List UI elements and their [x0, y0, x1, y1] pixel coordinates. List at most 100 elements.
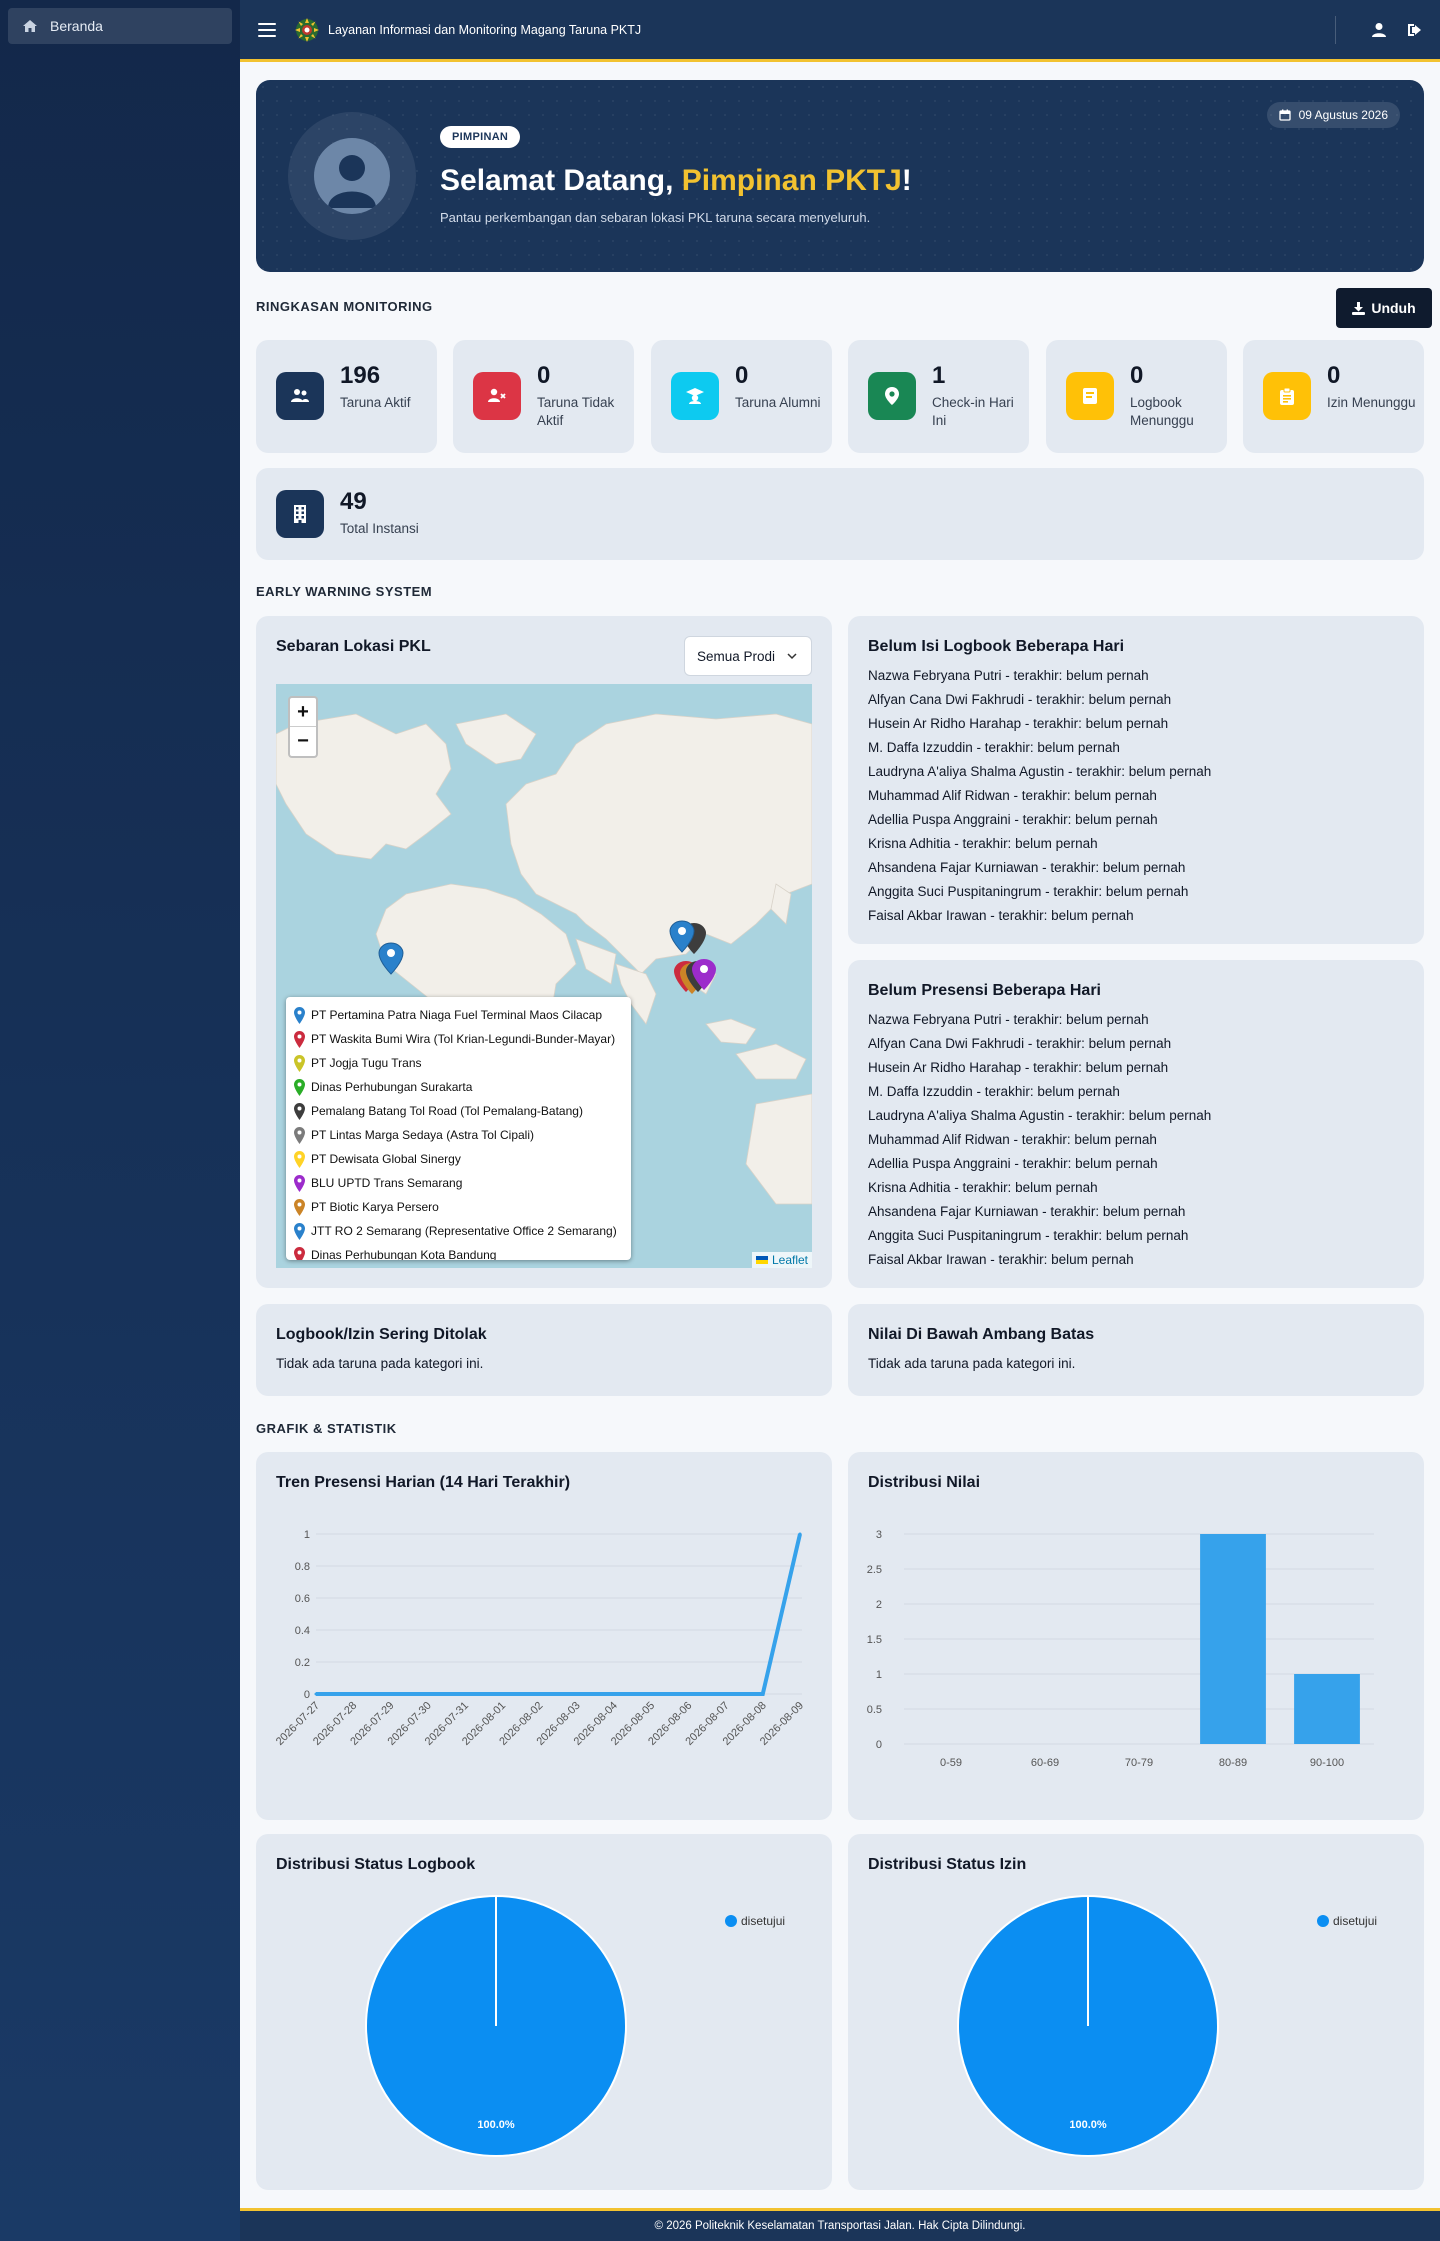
- footer: © 2026 Politeknik Keselamatan Transporta…: [240, 2208, 1440, 2241]
- stat-label: Taruna Aktif: [340, 395, 411, 410]
- list-item: Alfyan Cana Dwi Fakhrudi - terakhir: bel…: [868, 1036, 1172, 1051]
- map-marker[interactable]: [669, 920, 695, 953]
- map-marker-icon: [294, 1246, 305, 1260]
- topbar: Layanan Informasi dan Monitoring Magang …: [240, 0, 1440, 62]
- stat-value: 196: [340, 362, 381, 389]
- map-legend-item: Pemalang Batang Tol Road (Tol Pemalang-B…: [294, 1099, 623, 1123]
- list-item: Krisna Adhitia - terakhir: belum pernah: [868, 836, 1098, 851]
- menu-toggle-icon[interactable]: [258, 22, 276, 37]
- graduation-icon: [671, 372, 719, 420]
- x-tick-label: 60-69: [1031, 1757, 1059, 1769]
- bar: [1294, 1674, 1360, 1744]
- data-point: [537, 1692, 541, 1696]
- empty-message: Tidak ada taruna pada kategori ini.: [276, 1356, 484, 1371]
- data-point: [798, 1532, 802, 1536]
- section-title-monitoring: RINGKASAN MONITORING: [256, 299, 433, 314]
- chart-panel-izin: Distribusi Status Izin 100.0% disetujui: [848, 1834, 1424, 2190]
- map-legend-item: PT Dewisata Global Sinergy: [294, 1147, 623, 1171]
- bar: [1200, 1534, 1266, 1744]
- map-attribution[interactable]: Leaflet: [751, 1252, 812, 1268]
- map-legend-label: PT Dewisata Global Sinergy: [311, 1152, 461, 1166]
- map-marker-icon: [294, 1150, 305, 1168]
- data-label: 100.0%: [1069, 2119, 1107, 2131]
- map-marker[interactable]: [378, 942, 404, 975]
- data-point: [575, 1692, 579, 1696]
- data-point: [314, 1692, 318, 1696]
- stat-label: Izin Menunggu: [1327, 395, 1416, 410]
- pie-chart: 100.0% disetujui: [957, 1895, 1377, 2157]
- ambang-panel: Nilai Di Bawah Ambang Batas Tidak ada ta…: [848, 1304, 1424, 1396]
- stat-value: 0: [1130, 362, 1144, 389]
- map-zoom-control: + −: [288, 696, 318, 758]
- prodi-filter-select[interactable]: Semua Prodi: [684, 636, 812, 676]
- list-item: Krisna Adhitia - terakhir: belum pernah: [868, 1180, 1098, 1195]
- list-item: Laudryna A'aliya Shalma Agustin - terakh…: [868, 764, 1212, 779]
- stat-label: Logbook Menunggu: [1130, 395, 1194, 428]
- y-tick-label: 0: [304, 1689, 310, 1701]
- y-tick-label: 0.4: [295, 1625, 310, 1637]
- list-item: Faisal Akbar Irawan - terakhir: belum pe…: [868, 908, 1134, 923]
- zoom-in-button[interactable]: +: [290, 698, 316, 727]
- map-marker-icon: [294, 1126, 305, 1144]
- list-item: Anggita Suci Puspitaningrum - terakhir: …: [868, 884, 1189, 899]
- list-item: Husein Ar Ridho Harahap - terakhir: belu…: [868, 716, 1169, 731]
- map-legend-label: PT Biotic Karya Persero: [311, 1200, 439, 1214]
- main-content: PIMPINAN Selamat Datang, Pimpinan PKTJ! …: [240, 62, 1440, 2208]
- bar-chart: 0 0.5 1 1.5 2 2.5 3 0-59 60-69 70-79 80-89 90-100: [867, 1529, 1374, 1769]
- map-marker-icon: [868, 372, 916, 420]
- legend-swatch: [725, 1915, 737, 1927]
- map-panel-title: Sebaran Lokasi PKL: [276, 638, 431, 655]
- y-tick-label: 0.8: [295, 1561, 310, 1573]
- map-legend-label: Dinas Perhubungan Surakarta: [311, 1080, 473, 1094]
- logout-icon[interactable]: [1406, 21, 1424, 39]
- calendar-icon: [1278, 109, 1291, 121]
- map-legend: PT Pertamina Patra Niaga Fuel Terminal M…: [286, 997, 631, 1260]
- map-marker[interactable]: [692, 959, 716, 990]
- stat-card: 1 Check-in Hari Ini: [848, 340, 1029, 453]
- home-icon: [22, 19, 38, 33]
- data-label: 100.0%: [477, 2119, 515, 2131]
- presensi-warning-panel: Belum Presensi Beberapa Hari Nazwa Febry…: [848, 960, 1424, 1288]
- y-tick-label: 0.5: [867, 1704, 882, 1716]
- ambang-title: Nilai Di Bawah Ambang Batas: [868, 1326, 1095, 1343]
- stat-value: 0: [537, 362, 551, 389]
- line-chart: 00.20.40.60.812026-07-272026-07-282026-0…: [274, 1529, 806, 1748]
- download-button[interactable]: Unduh: [1336, 288, 1432, 328]
- map-legend-item: Dinas Perhubungan Surakarta: [294, 1075, 623, 1099]
- list-item: Muhammad Alif Ridwan - terakhir: belum p…: [868, 1132, 1157, 1147]
- ditolak-title: Logbook/Izin Sering Ditolak: [276, 1326, 487, 1343]
- sidebar-item-beranda[interactable]: Beranda: [8, 8, 232, 44]
- map-legend-label: Dinas Perhubungan Kota Bandung: [311, 1248, 497, 1260]
- map-legend-label: BLU UPTD Trans Semarang: [311, 1176, 463, 1190]
- map-legend-item: PT Pertamina Patra Niaga Fuel Terminal M…: [294, 1003, 623, 1027]
- map-legend-item: JTT RO 2 Semarang (Representative Office…: [294, 1219, 623, 1243]
- y-tick-label: 1.5: [867, 1634, 882, 1646]
- pkl-location-map[interactable]: + − PT Pertamina Patra Niaga Fuel Termin…: [276, 684, 812, 1268]
- sidebar: Beranda: [0, 0, 240, 2241]
- chart-title: Distribusi Nilai: [868, 1474, 981, 1491]
- logbook-warning-title: Belum Isi Logbook Beberapa Hari: [868, 638, 1125, 655]
- x-tick-label: 0-59: [940, 1757, 962, 1769]
- data-point: [463, 1692, 467, 1696]
- map-marker-icon: [294, 1222, 305, 1240]
- y-tick-label: 2.5: [867, 1564, 882, 1576]
- stat-label: Taruna Tidak Aktif: [537, 395, 615, 428]
- map-marker-icon: [294, 1006, 305, 1024]
- map-panel: Sebaran Lokasi PKL Semua Prodi: [256, 616, 832, 1288]
- avatar: [314, 138, 390, 214]
- list-item: Husein Ar Ridho Harahap - terakhir: belu…: [868, 1060, 1169, 1075]
- data-point: [500, 1692, 504, 1696]
- map-marker-icon: [294, 1054, 305, 1072]
- ditolak-panel: Logbook/Izin Sering Ditolak Tidak ada ta…: [256, 1304, 832, 1396]
- map-legend-item: Dinas Perhubungan Kota Bandung: [294, 1243, 623, 1260]
- x-tick-label: 90-100: [1310, 1757, 1344, 1769]
- chart-panel-presensi: Tren Presensi Harian (14 Hari Terakhir) …: [256, 1452, 832, 1820]
- welcome-hero: PIMPINAN Selamat Datang, Pimpinan PKTJ! …: [256, 80, 1424, 272]
- stat-value: 49: [340, 488, 367, 515]
- user-icon[interactable]: [1370, 21, 1388, 39]
- list-item: Ahsandena Fajar Kurniawan - terakhir: be…: [868, 860, 1186, 875]
- zoom-out-button[interactable]: −: [297, 730, 309, 752]
- list-item: Nazwa Febryana Putri - terakhir: belum p…: [868, 668, 1149, 683]
- list-item: Muhammad Alif Ridwan - terakhir: belum p…: [868, 788, 1157, 803]
- user-x-icon: [473, 372, 521, 420]
